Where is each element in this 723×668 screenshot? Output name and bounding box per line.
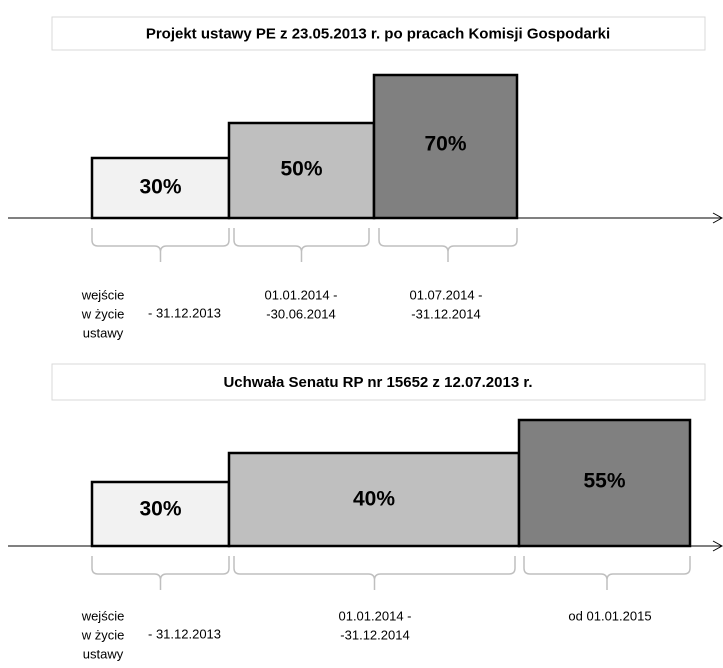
note-text: ustawy (83, 646, 124, 661)
period-text: -31.12.2014 (340, 627, 409, 642)
brace (233, 228, 370, 262)
step-box (90, 480, 231, 548)
period-text: 01.01.2014 - (264, 287, 337, 302)
brace (523, 556, 691, 590)
note-text: wejście (81, 287, 125, 302)
brace (233, 556, 516, 590)
note-text: ustawy (83, 325, 124, 340)
brace (91, 228, 230, 262)
step-box (227, 451, 521, 548)
panel-title: Uchwała Senatu RP nr 15652 z 12.07.2013 … (223, 374, 532, 391)
step-box (372, 73, 519, 220)
period-text: - 31.12.2013 (148, 305, 221, 320)
step-label: 55% (583, 470, 625, 493)
period-text: - 31.12.2013 (148, 626, 221, 641)
period-text: -30.06.2014 (266, 306, 335, 321)
step-box (90, 156, 231, 220)
step-label: 50% (280, 158, 322, 181)
step-label: 40% (353, 488, 395, 511)
note-text: w życie (81, 627, 125, 642)
period-text: 01.07.2014 - (409, 287, 482, 302)
step-label: 30% (139, 176, 181, 199)
panel-title: Projekt ustawy PE z 23.05.2013 r. po pra… (146, 25, 610, 42)
axis-arrow (712, 540, 723, 552)
brace (91, 556, 230, 590)
step-label: 70% (424, 133, 466, 156)
note-text: w życie (81, 306, 125, 321)
brace (378, 228, 518, 262)
period-text: 01.01.2014 - (338, 608, 411, 623)
step-label: 30% (139, 498, 181, 521)
period-text: -31.12.2014 (411, 306, 480, 321)
title-box (51, 16, 706, 51)
title-box (51, 363, 706, 401)
axis-arrow (712, 212, 723, 224)
note-text: wejście (81, 608, 125, 623)
period-text: od 01.01.2015 (568, 608, 651, 623)
